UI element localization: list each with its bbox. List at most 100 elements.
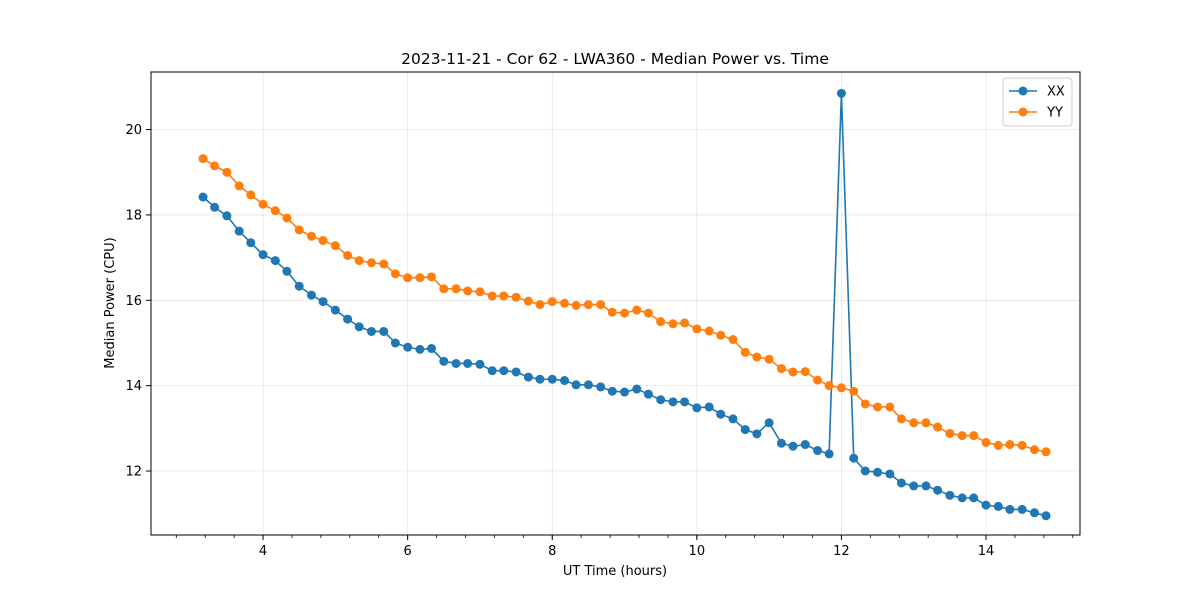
series-xx-point: [764, 418, 774, 428]
series-yy-point: [210, 161, 220, 171]
series-yy-point: [523, 296, 533, 306]
series-xx-point: [800, 440, 810, 450]
series-yy-point: [499, 291, 509, 301]
series-yy-point: [475, 287, 485, 297]
series-xx-point: [909, 481, 919, 491]
x-tick-label: 8: [548, 544, 556, 559]
series-yy-point: [668, 319, 678, 329]
series-xx-point: [885, 469, 895, 479]
series-yy-point: [909, 418, 919, 428]
series-xx-point: [583, 380, 593, 390]
series-yy-point: [620, 308, 630, 318]
series-yy-point: [607, 307, 617, 317]
series-yy-point: [824, 381, 834, 391]
series-xx-point: [415, 344, 425, 354]
series-yy-point: [1041, 447, 1051, 457]
series-xx-point: [752, 429, 762, 439]
plot-frame: [150, 71, 1081, 536]
series-yy-point: [270, 206, 280, 216]
series-xx-point: [463, 358, 473, 368]
series-xx-point: [788, 441, 798, 451]
series-yy-point: [560, 298, 570, 308]
series-xx-point: [692, 403, 702, 413]
series-yy-point: [451, 284, 461, 294]
series-yy-point: [957, 431, 967, 441]
series-xx-point: [1005, 504, 1015, 514]
series-xx-point: [860, 466, 870, 476]
series-yy-point: [704, 326, 714, 336]
series-xx-point: [1017, 504, 1027, 514]
series-xx-point: [343, 314, 353, 324]
series-yy-point: [885, 402, 895, 412]
series-xx-point: [439, 356, 449, 366]
legend-marker-yy: [1018, 107, 1028, 117]
x-axis-label: UT Time (hours): [563, 564, 667, 579]
series-xx-point: [198, 192, 208, 202]
series-yy-point: [306, 231, 316, 241]
series-xx-point: [921, 481, 931, 491]
series-yy-point: [632, 305, 642, 315]
series-xx-point: [945, 490, 955, 500]
series-xx-point: [993, 501, 1003, 511]
series-yy-point: [740, 347, 750, 357]
series-xx-point: [632, 384, 642, 394]
legend-label-xx: XX: [1047, 85, 1065, 100]
series-yy-point: [583, 300, 593, 310]
series-yy-point: [511, 292, 521, 302]
y-tick-label: 18: [125, 208, 142, 223]
series-yy-point: [860, 399, 870, 409]
series-xx-point: [330, 305, 340, 315]
series-xx-point: [740, 425, 750, 435]
series-yy-point: [896, 414, 906, 424]
series-xx-point: [1029, 508, 1039, 518]
series-yy-point: [800, 367, 810, 377]
series-xx-point: [1041, 511, 1051, 521]
series-xx-point: [270, 256, 280, 266]
series-yy-point: [981, 437, 991, 447]
series-yy-point: [716, 330, 726, 340]
series-xx-line: [202, 93, 1047, 517]
series-xx-point: [668, 397, 678, 407]
series-yy-point: [198, 154, 208, 164]
series-xx-point: [957, 493, 967, 503]
series-xx-point: [390, 338, 400, 348]
series-xx-point: [367, 326, 377, 336]
series-yy-point: [535, 300, 545, 310]
series-yy-point: [764, 354, 774, 364]
ticks: 4 6 8 10 12 14 12 14 16 18 20: [125, 123, 1074, 559]
series-yy-point: [1017, 440, 1027, 450]
series-yy-point: [222, 167, 232, 177]
series-yy-point: [354, 256, 364, 266]
series-yy-point: [921, 418, 931, 428]
series-yy-point: [873, 402, 883, 412]
series-xx-point: [379, 326, 389, 336]
series-xx-point: [523, 372, 533, 382]
series-yy-point: [403, 273, 413, 283]
series-yy-point: [463, 286, 473, 296]
legend-label-yy: YY: [1046, 106, 1063, 121]
series-yy-point: [234, 181, 244, 191]
series-xx-point: [643, 389, 653, 399]
series-xx-point: [487, 366, 497, 376]
series-yy-point: [945, 428, 955, 438]
series-yy-point: [390, 269, 400, 279]
series-xx-point: [354, 322, 364, 332]
series-yy-point: [643, 308, 653, 318]
series-yy-point: [379, 259, 389, 269]
series-yy-point: [596, 300, 606, 310]
series-xx-point: [294, 281, 304, 291]
chart-title: 2023-11-21 - Cor 62 - LWA360 - Median Po…: [401, 50, 829, 68]
series-yy-point: [788, 367, 798, 377]
series-xx-point: [547, 374, 557, 384]
series-yy-point: [692, 324, 702, 334]
series-yy-point: [487, 291, 497, 301]
series-xx-point: [258, 250, 268, 260]
series-yy-point: [571, 300, 581, 310]
x-tick-label: 6: [404, 544, 412, 559]
series-xx-point: [680, 397, 690, 407]
series-xx-point: [716, 409, 726, 419]
series-xx-point: [969, 493, 979, 503]
series-xx-point: [403, 342, 413, 352]
series-xx-point: [234, 226, 244, 236]
